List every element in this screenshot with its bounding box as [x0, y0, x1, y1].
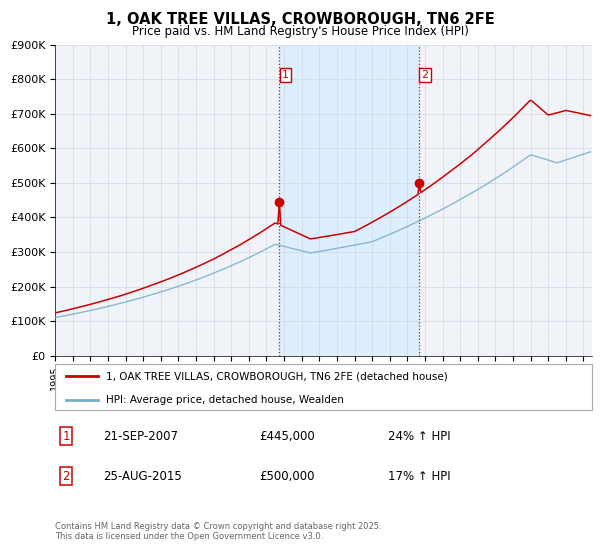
Text: 1: 1 — [62, 430, 70, 443]
Text: 1: 1 — [282, 69, 289, 80]
FancyBboxPatch shape — [55, 364, 592, 410]
Text: HPI: Average price, detached house, Wealden: HPI: Average price, detached house, Weal… — [106, 395, 344, 405]
Text: 2: 2 — [421, 69, 428, 80]
Text: 1, OAK TREE VILLAS, CROWBOROUGH, TN6 2FE: 1, OAK TREE VILLAS, CROWBOROUGH, TN6 2FE — [106, 12, 494, 27]
Text: 2: 2 — [62, 470, 70, 483]
Text: Price paid vs. HM Land Registry's House Price Index (HPI): Price paid vs. HM Land Registry's House … — [131, 25, 469, 38]
Text: £445,000: £445,000 — [259, 430, 315, 443]
Text: £500,000: £500,000 — [259, 470, 315, 483]
Text: 24% ↑ HPI: 24% ↑ HPI — [388, 430, 451, 443]
Text: 17% ↑ HPI: 17% ↑ HPI — [388, 470, 451, 483]
Text: 25-AUG-2015: 25-AUG-2015 — [104, 470, 182, 483]
Text: Contains HM Land Registry data © Crown copyright and database right 2025.
This d: Contains HM Land Registry data © Crown c… — [55, 522, 382, 542]
Text: 21-SEP-2007: 21-SEP-2007 — [104, 430, 179, 443]
Text: 1, OAK TREE VILLAS, CROWBOROUGH, TN6 2FE (detached house): 1, OAK TREE VILLAS, CROWBOROUGH, TN6 2FE… — [106, 371, 448, 381]
Bar — [279, 45, 419, 356]
